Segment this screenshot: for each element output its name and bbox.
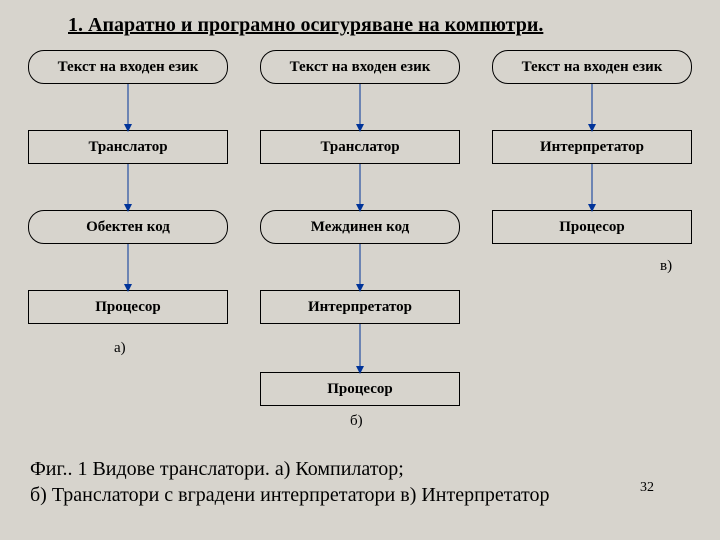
sublabel-1: а) (114, 340, 126, 357)
sublabel-2: б) (350, 413, 363, 430)
figure-caption: Фиг.. 1 Видове транслатори. а) Компилато… (30, 456, 550, 508)
caption-line-2: б) Транслатори с вградени интерпретатори… (30, 482, 550, 508)
page-number: 32 (640, 480, 654, 496)
sublabel-0: в) (660, 258, 672, 275)
caption-line-1: Фиг.. 1 Видове транслатори. а) Компилато… (30, 456, 550, 482)
